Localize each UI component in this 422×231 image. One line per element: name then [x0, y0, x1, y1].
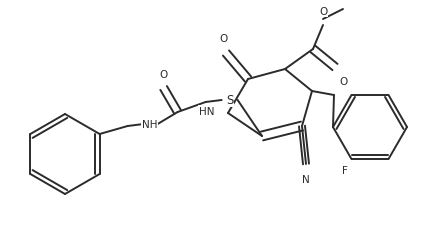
Text: O: O	[339, 77, 347, 87]
Text: O: O	[220, 34, 228, 44]
Text: O: O	[160, 70, 168, 80]
Text: HN: HN	[198, 106, 214, 116]
Text: NH: NH	[142, 119, 157, 129]
Text: S: S	[226, 94, 233, 107]
Text: F: F	[342, 165, 347, 175]
Text: N: N	[302, 174, 310, 184]
Text: O: O	[319, 7, 327, 17]
